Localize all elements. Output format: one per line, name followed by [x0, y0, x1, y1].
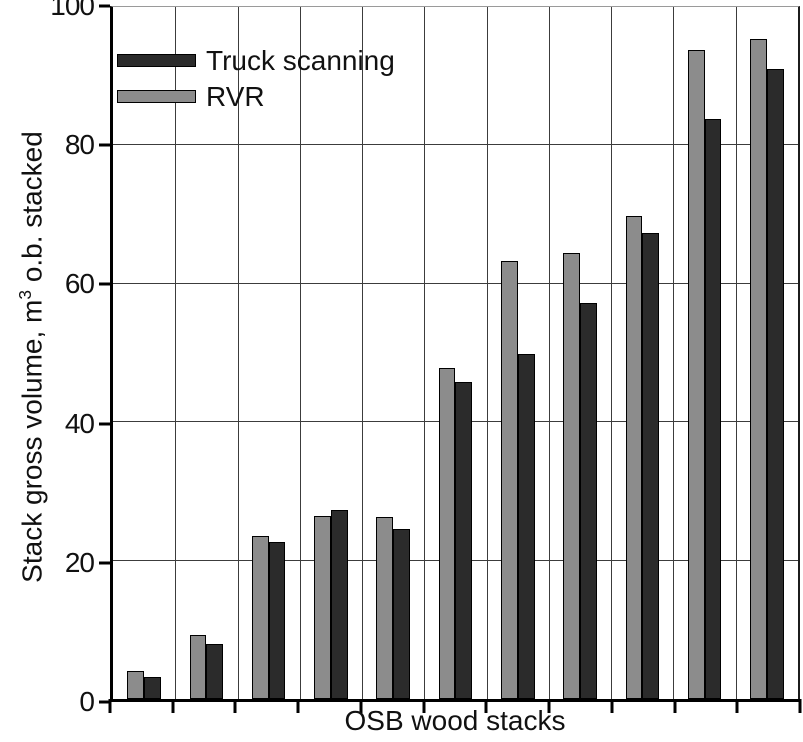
x-tick-mark-2: [233, 699, 237, 713]
y-axis-tick-marks: [99, 4, 110, 704]
bar-truck-scanning-7: [517, 353, 535, 699]
bar-rvr-7: [500, 260, 518, 699]
legend-item-truck-scanning: Truck scanning: [117, 44, 395, 77]
bar-group-11: [736, 7, 798, 699]
x-tick-mark-0: [108, 699, 112, 713]
bar-group-1: [113, 7, 175, 699]
bar-rvr-11: [750, 38, 767, 699]
x-tick-mark-7: [547, 699, 551, 713]
bar-group-4: [300, 7, 362, 699]
bar-truck-scanning-8: [580, 303, 597, 699]
bar-rvr-9: [625, 215, 643, 699]
legend: Truck scanning RVR: [117, 44, 395, 116]
x-tick-mark-1: [171, 699, 175, 713]
vertical-gridline-2: [237, 7, 239, 699]
y-tick-mark-60: [99, 282, 110, 286]
vertical-gridline-7: [548, 7, 550, 699]
x-axis-title: OSB wood stacks: [344, 705, 566, 736]
bar-rvr-4: [314, 515, 331, 699]
x-tick-mark-6: [484, 699, 488, 713]
y-tick-mark-80: [99, 143, 110, 147]
y-axis-title: Stack gross volume, m3 o.b. stacked: [4, 10, 48, 704]
x-tick-mark-3: [296, 699, 300, 713]
x-tick-mark-10: [735, 699, 739, 713]
legend-swatch-truck-scanning: [117, 54, 196, 67]
x-tick-mark-8: [610, 699, 614, 713]
y-tick-label-60: 60: [64, 268, 95, 300]
plot-area: [110, 6, 800, 702]
y-tick-label-80: 80: [64, 129, 95, 161]
y-axis-title-suffix: o.b. stacked: [16, 131, 48, 290]
vertical-gridline-9: [673, 7, 675, 699]
bar-group-5: [362, 7, 424, 699]
bar-rvr-3: [251, 535, 269, 699]
y-tick-mark-0: [99, 700, 110, 704]
bar-truck-scanning-6: [455, 382, 473, 699]
bar-truck-scanning-4: [330, 510, 348, 699]
y-axis-tick-labels: 0 20 40 60 80 100: [0, 0, 95, 716]
y-tick-label-40: 40: [64, 407, 95, 439]
bar-group-10: [673, 7, 735, 699]
x-tick-mark-9: [673, 699, 677, 713]
bar-truck-scanning-5: [393, 529, 410, 699]
legend-label-rvr: RVR: [206, 80, 265, 112]
vertical-gridline-3: [299, 7, 301, 699]
bar-rvr-6: [438, 368, 456, 699]
vertical-gridline-8: [611, 7, 613, 699]
y-tick-mark-40: [99, 422, 110, 426]
legend-label-truck-scanning: Truck scanning: [206, 44, 395, 76]
y-tick-label-20: 20: [64, 546, 95, 578]
bar-truck-scanning-11: [766, 69, 784, 699]
bar-group-6: [424, 7, 486, 699]
bar-group-8: [549, 7, 611, 699]
vertical-gridline-10: [735, 7, 737, 699]
bar-truck-scanning-9: [642, 232, 660, 699]
y-axis-title-superscript: 3: [15, 289, 35, 300]
x-tick-mark-4: [359, 699, 363, 713]
y-tick-mark-20: [99, 561, 110, 565]
bar-group-2: [175, 7, 237, 699]
horizontal-gridline-60: [113, 282, 798, 284]
legend-swatch-rvr: [117, 90, 196, 103]
bar-truck-scanning-10: [704, 119, 722, 699]
bar-rvr-1: [127, 671, 145, 699]
bar-group-9: [611, 7, 673, 699]
x-axis-tick-marks: [108, 699, 802, 713]
vertical-gridline-1: [175, 7, 177, 699]
bar-truck-scanning-3: [268, 541, 286, 699]
bar-truck-scanning-1: [144, 676, 161, 699]
horizontal-gridline-80: [113, 144, 798, 146]
bar-rvr-8: [563, 253, 581, 699]
y-axis-title-prefix: Stack gross volume, m: [16, 299, 48, 583]
y-tick-label-100: 100: [50, 0, 95, 21]
bar-rvr-2: [189, 635, 207, 699]
y-tick-label-0: 0: [79, 686, 95, 717]
legend-item-rvr: RVR: [117, 80, 395, 113]
x-tick-mark-11: [798, 699, 802, 713]
bar-rvr-5: [376, 517, 394, 699]
vertical-gridline-6: [486, 7, 488, 699]
vertical-gridline-5: [424, 7, 426, 699]
bar-group-7: [487, 7, 549, 699]
bar-truck-scanning-2: [206, 643, 224, 699]
bar-group-3: [238, 7, 300, 699]
bar-rvr-10: [687, 49, 705, 699]
vertical-gridline-4: [362, 7, 364, 699]
x-tick-mark-5: [422, 699, 426, 713]
y-tick-mark-100: [99, 4, 110, 8]
plot-grid-and-bars: [113, 7, 798, 699]
